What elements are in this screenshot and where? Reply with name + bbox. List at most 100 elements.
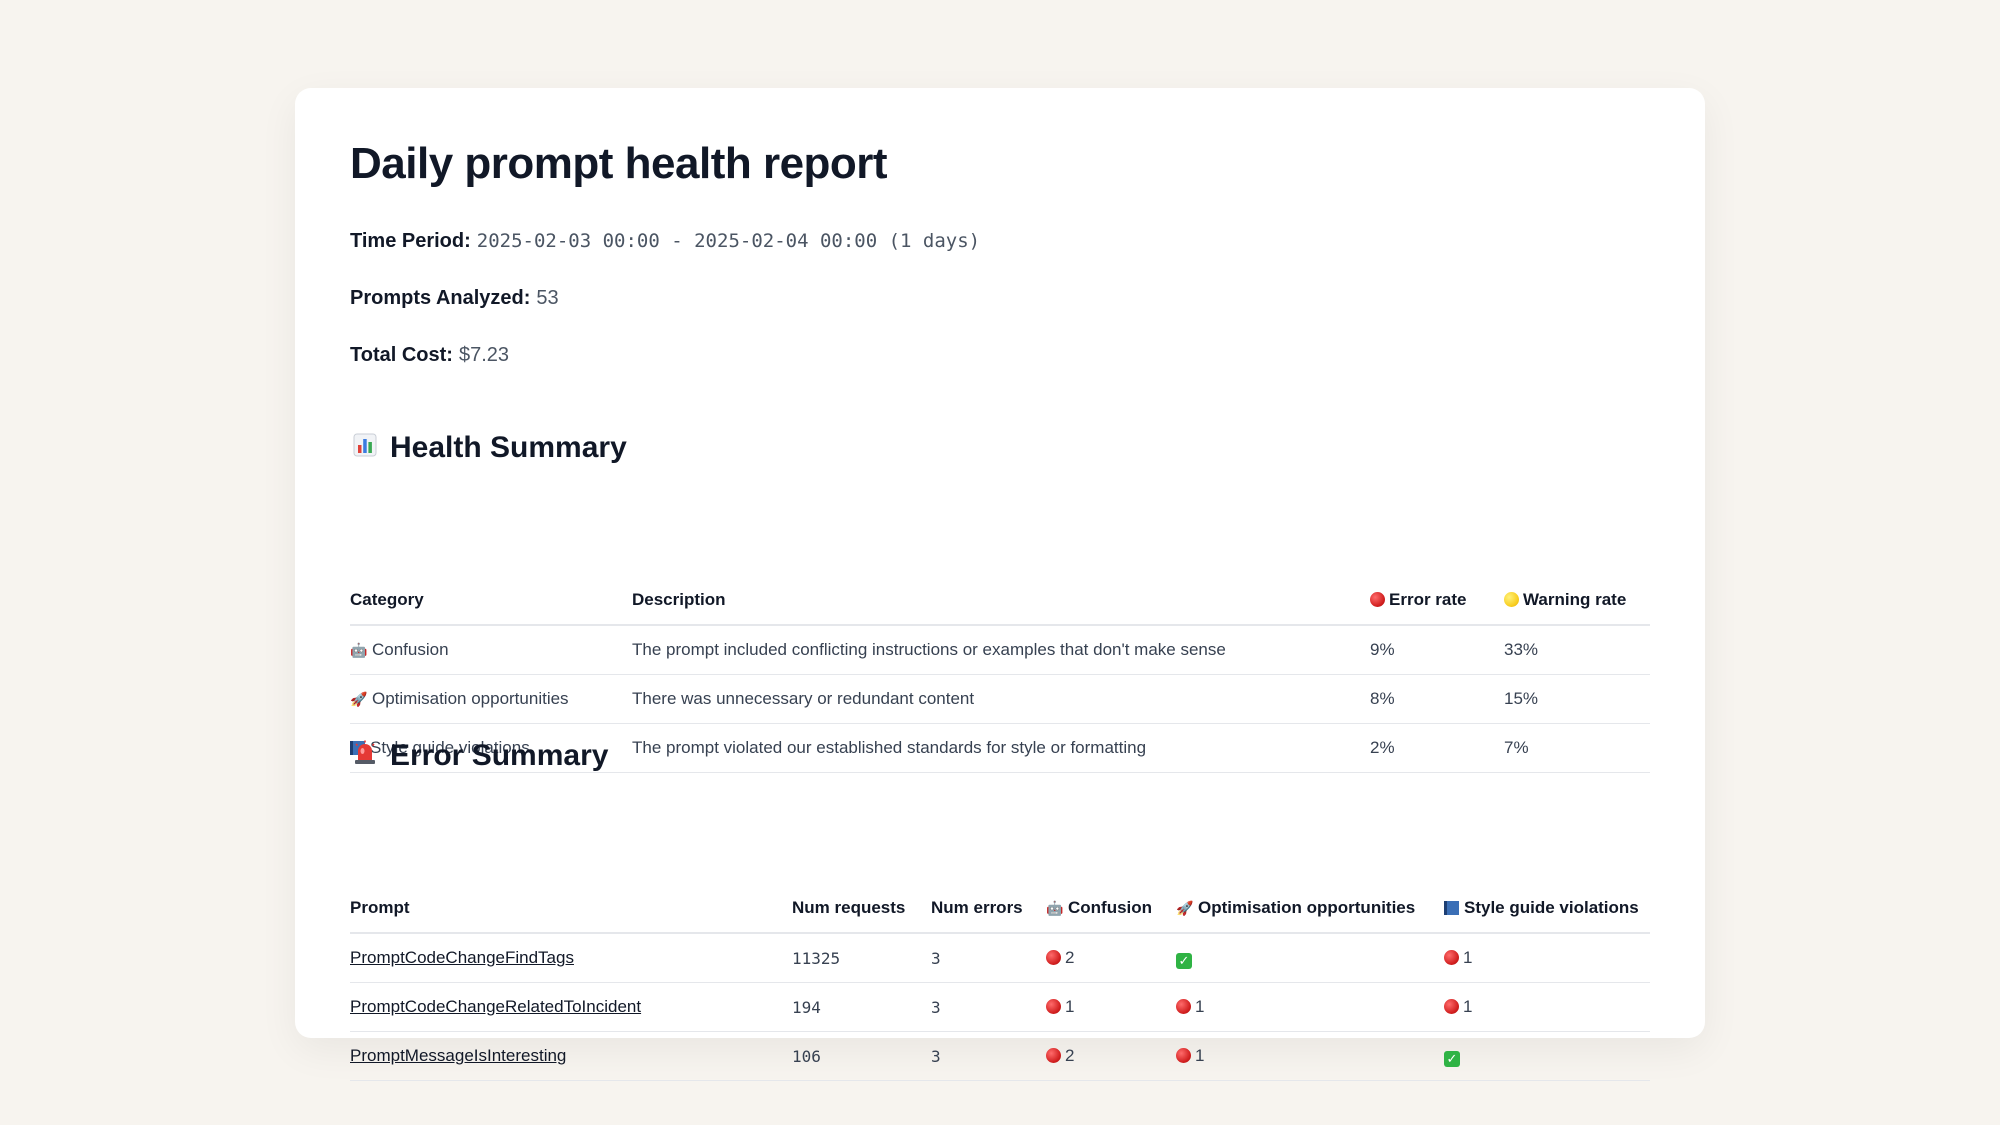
red-circle-icon [1444,999,1459,1014]
error-summary-title: Error Summary [390,739,609,772]
check-mark-icon: ✓ [1444,1050,1460,1067]
description-cell: The prompt included conflicting instruct… [632,625,1370,675]
category-label: Confusion [372,640,449,659]
health-summary-title: Health Summary [390,431,627,464]
description-cell: There was unnecessary or redundant conte… [632,674,1370,724]
red-circle-icon [1176,1048,1191,1063]
category-cell: 🚀 Optimisation opportunities [350,674,632,724]
warning-rate-header: Warning rate [1504,576,1650,626]
category-label: Style guide violations [370,738,530,757]
style-header: Style guide violations [1444,884,1650,934]
total-cost-label: Total Cost: [350,344,453,366]
category-cell: 🤖 Confusion [350,625,632,675]
num-errors-cell: 3 [931,982,1046,1032]
report-card: Daily prompt health report Time Period: 2… [295,88,1705,1081]
confusion-count: 2 [1065,1046,1075,1065]
confusion-count: 1 [1065,997,1075,1016]
error-rate-cell: 2% [1370,723,1504,773]
confusion-count: 2 [1065,948,1075,967]
description-header: Description [632,576,1370,626]
optimisation-cell: ✓ [1176,933,1444,983]
error-summary-heading: Error Summary [350,739,608,773]
health-summary-table: Category Description Error rate Warning … [350,576,1650,773]
error-rate-cell: 8% [1370,674,1504,724]
prompts-analyzed-line: Prompts Analyzed: 53 [350,287,559,310]
optimisation-header-label: Optimisation opportunities [1198,898,1416,917]
style-count: 1 [1463,948,1473,967]
confusion-header-label: Confusion [1068,898,1153,917]
table-row: Style guide violations The prompt violat… [350,723,1650,773]
confusion-cell: 1 [1046,982,1176,1032]
optimisation-count: 1 [1195,1046,1205,1065]
category-label: Optimisation opportunities [372,689,569,708]
red-circle-icon [1370,592,1385,607]
error-rate-cell: 9% [1370,625,1504,675]
style-cell: 1 [1444,933,1650,983]
page-title: Daily prompt health report [350,139,888,188]
prompt-link[interactable]: PromptCodeChangeFindTags [350,948,574,967]
prompt-cell: PromptCodeChangeRelatedToIncident [350,982,792,1032]
yellow-circle-icon [1504,592,1519,607]
book-icon [1444,901,1459,915]
prompt-cell: PromptMessageIsInteresting [350,1031,792,1081]
num-requests-cell: 11325 [792,933,931,983]
prompts-analyzed-value: 53 [536,287,559,309]
table-row: 🚀 Optimisation opportunities There was un… [350,674,1650,724]
time-period-line: Time Period: 2025-02-03 00:00 - 2025-02-0… [350,230,980,253]
warning-rate-cell: 15% [1504,674,1650,724]
optimisation-count: 1 [1195,997,1205,1016]
error-rate-header: Error rate [1370,576,1504,626]
bar-chart-icon [350,433,380,464]
rocket-icon: 🚀 [1176,900,1194,916]
category-header: Category [350,576,632,626]
prompt-header: Prompt [350,884,792,934]
style-header-label: Style guide violations [1464,898,1639,917]
rocket-icon: 🚀 [350,691,368,707]
robot-icon: 🤖 [350,642,368,658]
confusion-cell: 2 [1046,1031,1176,1081]
red-circle-icon [1046,1048,1061,1063]
table-row: PromptCodeChangeFindTags 11325 3 2 ✓ 1 [350,933,1650,983]
optimisation-header: 🚀 Optimisation opportunities [1176,884,1444,934]
num-errors-cell: 3 [931,933,1046,983]
table-row: 🤖 Confusion The prompt included conflicti… [350,625,1650,675]
prompt-cell: PromptCodeChangeFindTags [350,933,792,983]
num-requests-header: Num requests [792,884,931,934]
error-rate-header-label: Error rate [1389,590,1467,609]
robot-icon: 🤖 [1046,900,1064,916]
confusion-header: 🤖 Confusion [1046,884,1176,934]
time-period-label: Time Period: [350,230,471,252]
warning-rate-header-label: Warning rate [1523,590,1627,609]
optimisation-cell: 1 [1176,1031,1444,1081]
num-requests-cell: 106 [792,1031,931,1081]
time-period-value: 2025-02-03 00:00 - 2025-02-04 00:00 (1 d… [476,230,981,252]
check-mark-icon: ✓ [1176,952,1192,969]
error-summary-table: Prompt Num requests Num errors 🤖 Confusio… [350,884,1650,1081]
red-circle-icon [1046,950,1061,965]
num-errors-header: Num errors [931,884,1046,934]
style-count: 1 [1463,997,1473,1016]
table-row: PromptCodeChangeRelatedToIncident 194 3 … [350,982,1650,1032]
num-requests-cell: 194 [792,982,931,1032]
warning-rate-cell: 33% [1504,625,1650,675]
table-row: PromptMessageIsInteresting 106 3 2 1 ✓ [350,1031,1650,1081]
red-circle-icon [1176,999,1191,1014]
prompt-link[interactable]: PromptMessageIsInteresting [350,1046,567,1065]
description-cell: The prompt violated our established stan… [632,723,1370,773]
confusion-cell: 2 [1046,933,1176,983]
optimisation-cell: 1 [1176,982,1444,1032]
health-header-row: Category Description Error rate Warning … [350,576,1650,626]
error-header-row: Prompt Num requests Num errors 🤖 Confusio… [350,884,1650,934]
prompt-link[interactable]: PromptCodeChangeRelatedToIncident [350,997,642,1016]
prompts-analyzed-label: Prompts Analyzed: [350,287,531,309]
warning-rate-cell: 7% [1504,723,1650,773]
num-errors-cell: 3 [931,1031,1046,1081]
red-circle-icon [1444,950,1459,965]
total-cost-value: $7.23 [458,344,510,366]
style-cell: 1 [1444,982,1650,1032]
style-cell: ✓ [1444,1031,1650,1081]
siren-icon [350,740,380,773]
health-summary-heading: Health Summary [350,431,627,465]
total-cost-line: Total Cost: $7.23 [350,344,509,367]
red-circle-icon [1046,999,1061,1014]
